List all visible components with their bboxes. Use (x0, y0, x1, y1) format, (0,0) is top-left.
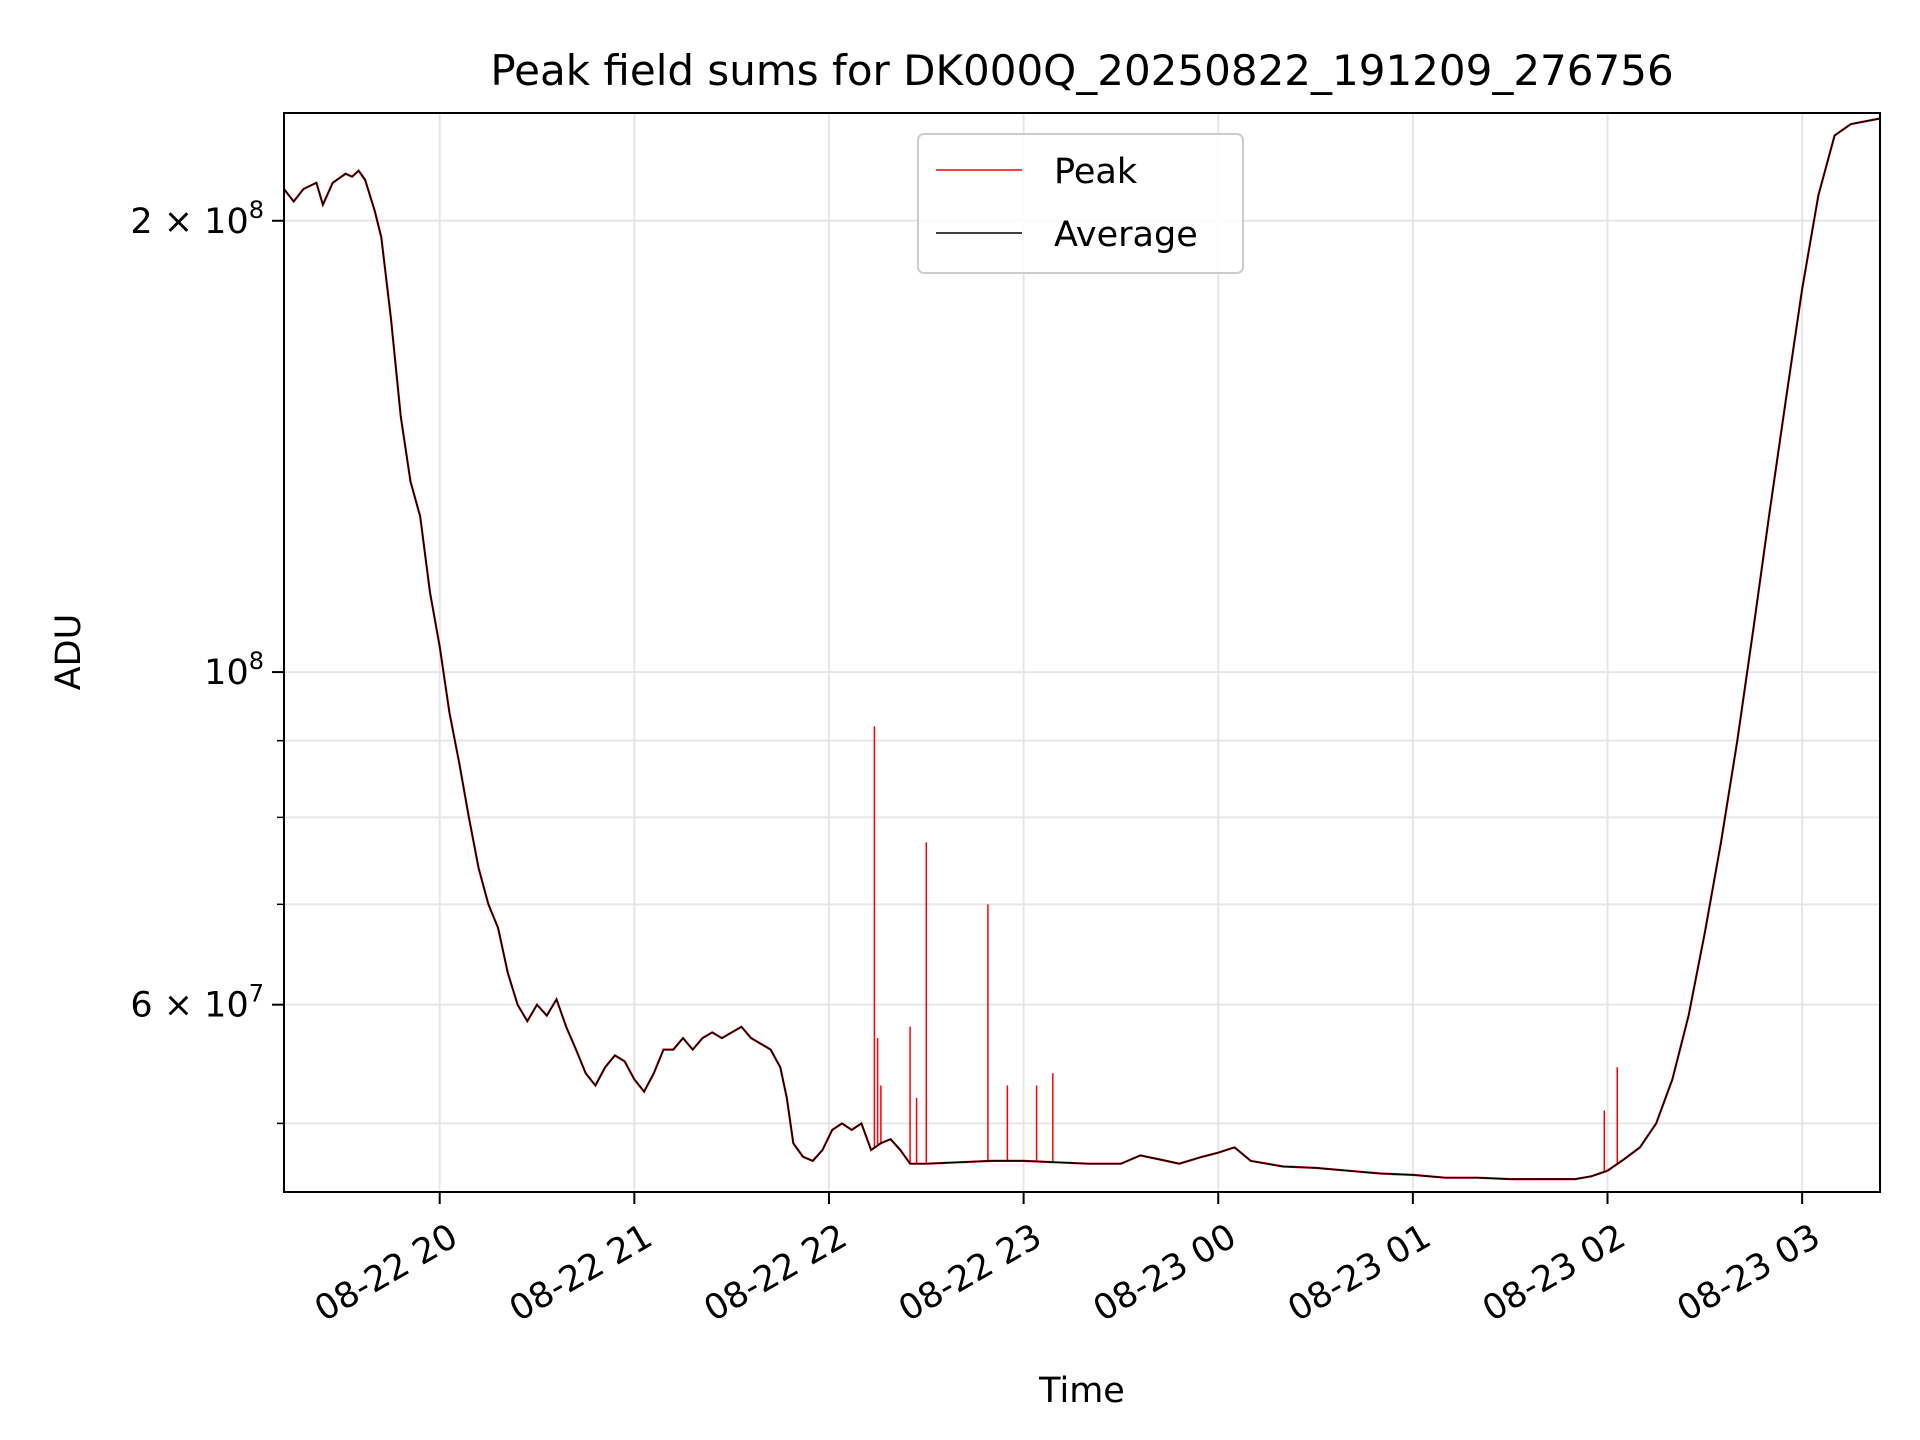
y-tick-label: 6 × 107 (130, 980, 264, 1026)
y-axis-ticks: 2 × 108 108 6 × 107 (130, 196, 284, 1125)
axes-frame (283, 112, 1881, 1193)
chart-title: Peak field sums for DK000Q_20250822_1912… (490, 46, 1673, 95)
x-axis-label: Time (1038, 1371, 1125, 1411)
legend-average-label: Average (1054, 215, 1198, 255)
y-tick-label: 108 (204, 647, 264, 693)
plot-lines (283, 117, 1881, 1181)
legend: Peak Average (917, 133, 1244, 274)
y-tick-label: 2 × 108 (130, 196, 264, 242)
legend-box (917, 133, 1244, 274)
average-series-line (283, 117, 1881, 1180)
y-axis-label: ADU (49, 614, 89, 691)
legend-peak-label: Peak (1054, 152, 1138, 192)
